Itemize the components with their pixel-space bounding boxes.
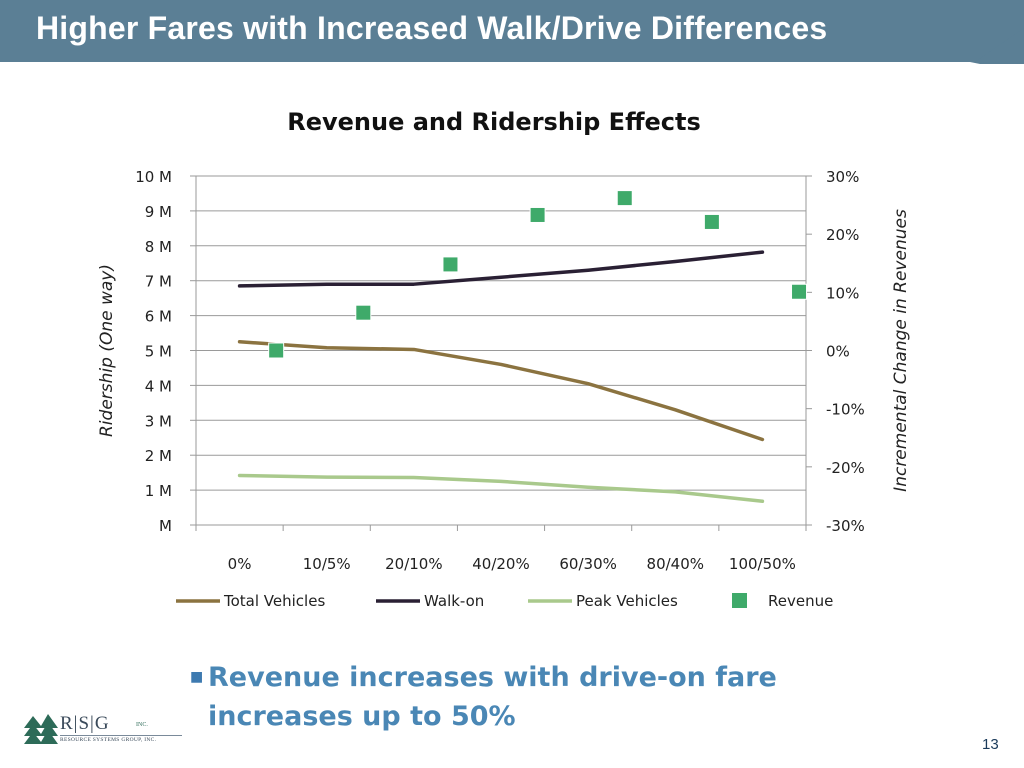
- y-tick-label-left: 2 M: [145, 447, 172, 465]
- title-bar: Higher Fares with Increased Walk/Drive D…: [0, 0, 1024, 64]
- y-tick-label-left: 8 M: [145, 238, 172, 256]
- series-line-total-vehicles: [237, 340, 765, 442]
- y-tick-label-right: -20%: [826, 459, 865, 477]
- x-tick-label: 60/30%: [559, 555, 616, 573]
- logo-letters: R|S|G: [60, 713, 110, 734]
- revenue-marker: [791, 283, 808, 300]
- legend-swatch: [732, 593, 747, 608]
- y-tick-label-right: -10%: [826, 401, 865, 419]
- y-tick-label-left: 10 M: [135, 168, 172, 186]
- y-tick-label-left: 6 M: [145, 308, 172, 326]
- revenue-marker: [616, 190, 633, 207]
- slide-title: Higher Fares with Increased Walk/Drive D…: [36, 10, 828, 46]
- x-tick-label: 100/50%: [729, 555, 796, 573]
- series-line-peak-vehicles: [237, 473, 765, 504]
- x-tick-label: 10/5%: [303, 555, 351, 573]
- page-number: 13: [982, 736, 999, 753]
- mountain-logo-icon: [24, 714, 58, 744]
- y-tick-label-right: -30%: [826, 517, 865, 535]
- y-tick-label-left: 5 M: [145, 343, 172, 361]
- y-tick-label-right: 10%: [826, 284, 859, 302]
- y-tick-label-left: 9 M: [145, 203, 172, 221]
- logo-inc: INC.: [136, 722, 148, 728]
- logo-divider: [60, 735, 182, 736]
- legend-label: Peak Vehicles: [576, 592, 678, 610]
- title-bar-background: [0, 0, 1024, 64]
- y-tick-label-right: 0%: [826, 343, 850, 361]
- legend-label: Revenue: [768, 592, 833, 610]
- y-tick-label-left: 4 M: [145, 377, 172, 395]
- revenue-marker: [442, 256, 459, 273]
- square-bullet-icon: ■: [190, 669, 204, 685]
- y-axis-title-left: Ridership (One way): [97, 264, 117, 437]
- y-tick-label-right: 30%: [826, 168, 859, 186]
- y-tick-label-left: 3 M: [145, 412, 172, 430]
- x-tick-label: 40/20%: [472, 555, 529, 573]
- revenue-marker: [355, 304, 372, 321]
- y-tick-label-left: 7 M: [145, 273, 172, 291]
- revenue-ridership-chart: Revenue and Ridership Effects M 1 M 2 M 3 M 4…: [97, 108, 911, 610]
- x-tick-label: 0%: [228, 555, 252, 573]
- chart-container: Revenue and Ridership Effects M 1 M 2 M 3 M 4…: [0, 80, 1024, 640]
- revenue-marker: [268, 342, 285, 359]
- y-axis-title-right: Incremental Change in Revenues: [891, 209, 911, 492]
- y-tick-label-left: 1 M: [145, 482, 172, 500]
- series-line-walk-on: [237, 250, 765, 288]
- legend-label: Walk-on: [424, 592, 484, 610]
- revenue-marker: [703, 213, 720, 230]
- y-tick-label-left: M: [159, 517, 172, 535]
- logo-subtitle: RESOURCE SYSTEMS GROUP, INC.: [60, 737, 157, 743]
- revenue-marker: [529, 206, 546, 223]
- y-tick-label-right: 20%: [826, 226, 859, 244]
- x-tick-label: 20/10%: [385, 555, 442, 573]
- legend-label: Total Vehicles: [223, 592, 325, 610]
- bullet-point: ■ Revenue increases with drive-on fare i…: [190, 658, 850, 736]
- rsg-logo: R|S|G INC. RESOURCE SYSTEMS GROUP, INC.: [24, 708, 182, 748]
- bullet-text: Revenue increases with drive-on fare inc…: [208, 662, 777, 732]
- x-tick-label: 80/40%: [647, 555, 704, 573]
- chart-title: Revenue and Ridership Effects: [287, 108, 701, 136]
